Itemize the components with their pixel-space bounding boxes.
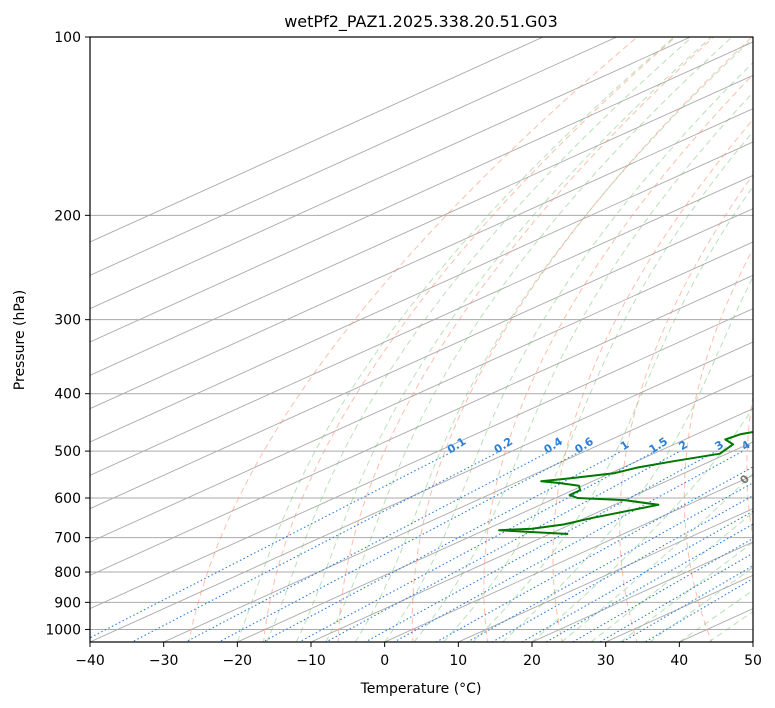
x-tick-label: 10 (449, 653, 467, 669)
moist-adiabat (295, 37, 712, 642)
dry-adiabat (552, 118, 753, 642)
mixing-ratio-line (393, 450, 744, 642)
mixing-ratio-line (298, 450, 656, 642)
axis-ticks: −40 −30 −20 −10 0 10 20 30 40 50 100 200 300 400 500 60… (45, 30, 762, 669)
moist-adiabat (325, 37, 733, 642)
moist-adiabat (649, 566, 753, 642)
mixing-ratio-line (184, 450, 551, 642)
dry-adiabat (411, 37, 753, 642)
profile-series (498, 430, 753, 535)
isotherm-line (90, 174, 753, 476)
mixing-ratio-line (644, 577, 753, 642)
y-tick-label: 400 (54, 387, 81, 403)
y-tick-label: 600 (54, 491, 81, 507)
moist-adiabat (502, 275, 753, 642)
dry-adiabat (188, 37, 638, 642)
moist-adiabat (266, 37, 693, 642)
mixing-ratio-line (520, 510, 753, 642)
y-axis-label: Pressure (hPa) (12, 290, 28, 390)
isotherm-line (90, 37, 545, 243)
isotherm-line (236, 408, 753, 642)
dry-adiabat (683, 247, 753, 642)
y-tick-label: 700 (54, 531, 81, 547)
isotherm-line (530, 541, 753, 642)
mixing-ratio-line (217, 450, 582, 642)
mixing-ratio-line (90, 450, 454, 639)
y-tick-label: 300 (54, 313, 81, 329)
mixing-ratio-line (545, 523, 753, 642)
dry-adiabat (262, 37, 676, 642)
isotherm-line (90, 241, 753, 543)
moist-adiabat (561, 472, 753, 642)
dry-adiabat (619, 173, 753, 642)
moist-adiabat (620, 541, 753, 642)
moist-adiabat (679, 589, 753, 642)
mixing-ratio-line (621, 565, 753, 642)
x-axis-label: Temperature (°C) (360, 681, 482, 697)
isotherm-line (90, 274, 753, 576)
y-tick-label: 500 (54, 444, 81, 460)
background-lines (90, 37, 753, 642)
x-tick-label: 20 (523, 653, 541, 669)
mixing-ratio-line (571, 537, 753, 642)
isotherm-line (90, 108, 753, 410)
isotherm-line (162, 374, 753, 642)
isotherm-line (90, 41, 753, 343)
x-tick-label: −40 (75, 653, 105, 669)
mixing-ratio-line (598, 552, 753, 642)
moist-adiabat (354, 37, 753, 642)
isotherm-line (90, 74, 753, 376)
x-tick-label: 50 (744, 653, 762, 669)
isotherm-line (90, 341, 753, 642)
isotherm-line (90, 37, 618, 276)
chart-title: wetPf2_PAZ1.2025.338.20.51.G03 (284, 12, 558, 32)
x-tick-label: −30 (149, 653, 179, 669)
mixing-ratio-line (130, 450, 501, 642)
y-tick-label: 100 (54, 30, 81, 46)
isotherm-line (90, 308, 753, 610)
dewpoint-line (498, 430, 753, 535)
isotherm-line (90, 37, 692, 310)
isotherm-line (309, 441, 753, 642)
isotherm-line (383, 474, 753, 642)
dry-adiabat (337, 37, 714, 642)
x-tick-label: −20 (223, 653, 253, 669)
x-tick-label: 40 (670, 653, 688, 669)
isotherm-line (90, 141, 753, 443)
dry-adiabat (746, 393, 753, 541)
x-tick-label: 30 (597, 653, 615, 669)
mixing-ratio-line (435, 466, 753, 642)
y-tick-label: 800 (54, 565, 81, 581)
y-tick-label: 900 (54, 595, 81, 611)
moist-adiabat (236, 37, 675, 642)
y-tick-label: 200 (54, 208, 81, 224)
moist-adiabat (413, 91, 753, 642)
plot-frame (89, 36, 754, 643)
isotherm-line (90, 208, 753, 510)
y-tick-label: 1000 (45, 622, 81, 638)
dry-adiabat (483, 73, 753, 642)
moist-adiabat (443, 130, 753, 642)
moist-adiabat (384, 61, 753, 642)
isotherm-line (457, 508, 753, 642)
x-tick-label: −10 (296, 653, 326, 669)
x-tick-label: 0 (380, 653, 389, 669)
moist-adiabat (531, 406, 753, 642)
